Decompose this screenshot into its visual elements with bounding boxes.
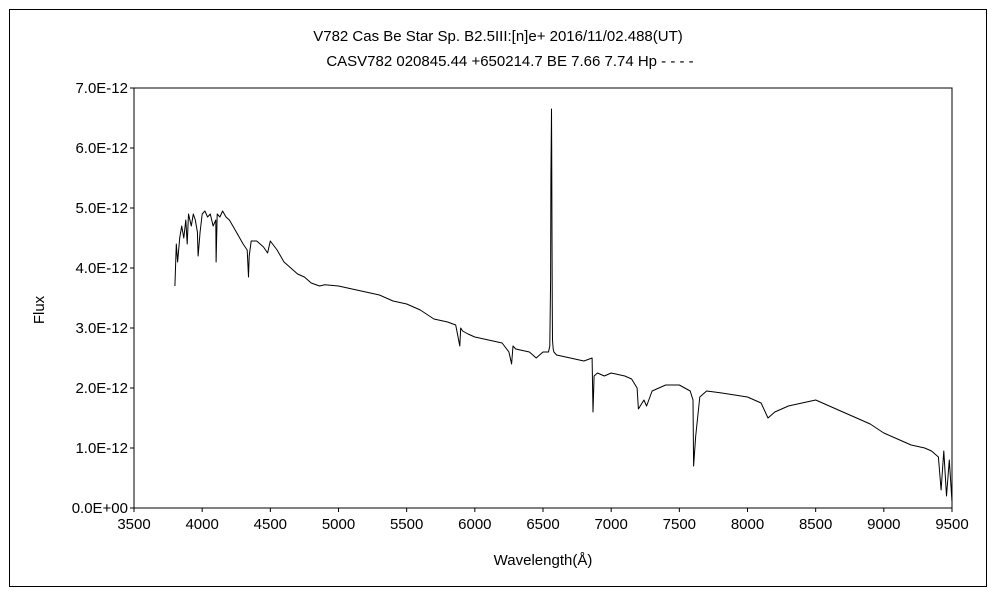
x-tick-label: 6000 (458, 516, 491, 533)
x-tick-label: 6500 (526, 516, 559, 533)
y-tick-label: 4.0E-12 (75, 260, 128, 277)
x-tick-label: 7500 (663, 516, 696, 533)
x-axis-label: Wavelength(Å) (494, 552, 593, 569)
plot-area (133, 87, 953, 509)
x-tick-label: 9500 (935, 516, 968, 533)
x-tick-label: 5500 (390, 516, 423, 533)
series-group (174, 108, 953, 503)
y-tick-label: 5.0E-12 (75, 200, 128, 217)
x-tick-label: 5000 (322, 516, 355, 533)
y-tick-label: 3.0E-12 (75, 320, 128, 337)
x-tick-label: 9000 (867, 516, 900, 533)
y-tick-label: 6.0E-12 (75, 140, 128, 157)
y-axis-ticks: 0.0E+00 1.0E-12 2.0E-12 3.0E-12 4.0E-12 5.0E-… (72, 80, 134, 517)
x-tick-label: 8000 (731, 516, 764, 533)
x-tick-label: 4000 (185, 516, 218, 533)
y-tick-label: 7.0E-12 (75, 80, 128, 97)
y-tick-label: 0.0E+00 (72, 500, 128, 517)
y-tick-label: 1.0E-12 (75, 440, 128, 457)
chart-frame: V782 Cas Be Star Sp. B2.5III:[n]e+ 2016/… (9, 9, 987, 587)
y-tick-label: 2.0E-12 (75, 380, 128, 397)
x-tick-label: 3500 (117, 516, 150, 533)
chart-title-line2: CASV782 020845.44 +650214.7 BE 7.66 7.74… (326, 53, 693, 70)
y-axis-label: Flux (31, 295, 48, 324)
spectrum-chart: V782 Cas Be Star Sp. B2.5III:[n]e+ 2016/… (31, 28, 969, 569)
x-tick-label: 8500 (799, 516, 832, 533)
x-tick-label: 7000 (594, 516, 627, 533)
spectrum-line (174, 108, 953, 503)
x-axis-ticks: 3500 4000 4500 5000 5500 6000 6500 7000 7500 8000… (117, 508, 969, 533)
x-tick-label: 4500 (254, 516, 287, 533)
chart-title-line1: V782 Cas Be Star Sp. B2.5III:[n]e+ 2016/… (313, 28, 683, 45)
